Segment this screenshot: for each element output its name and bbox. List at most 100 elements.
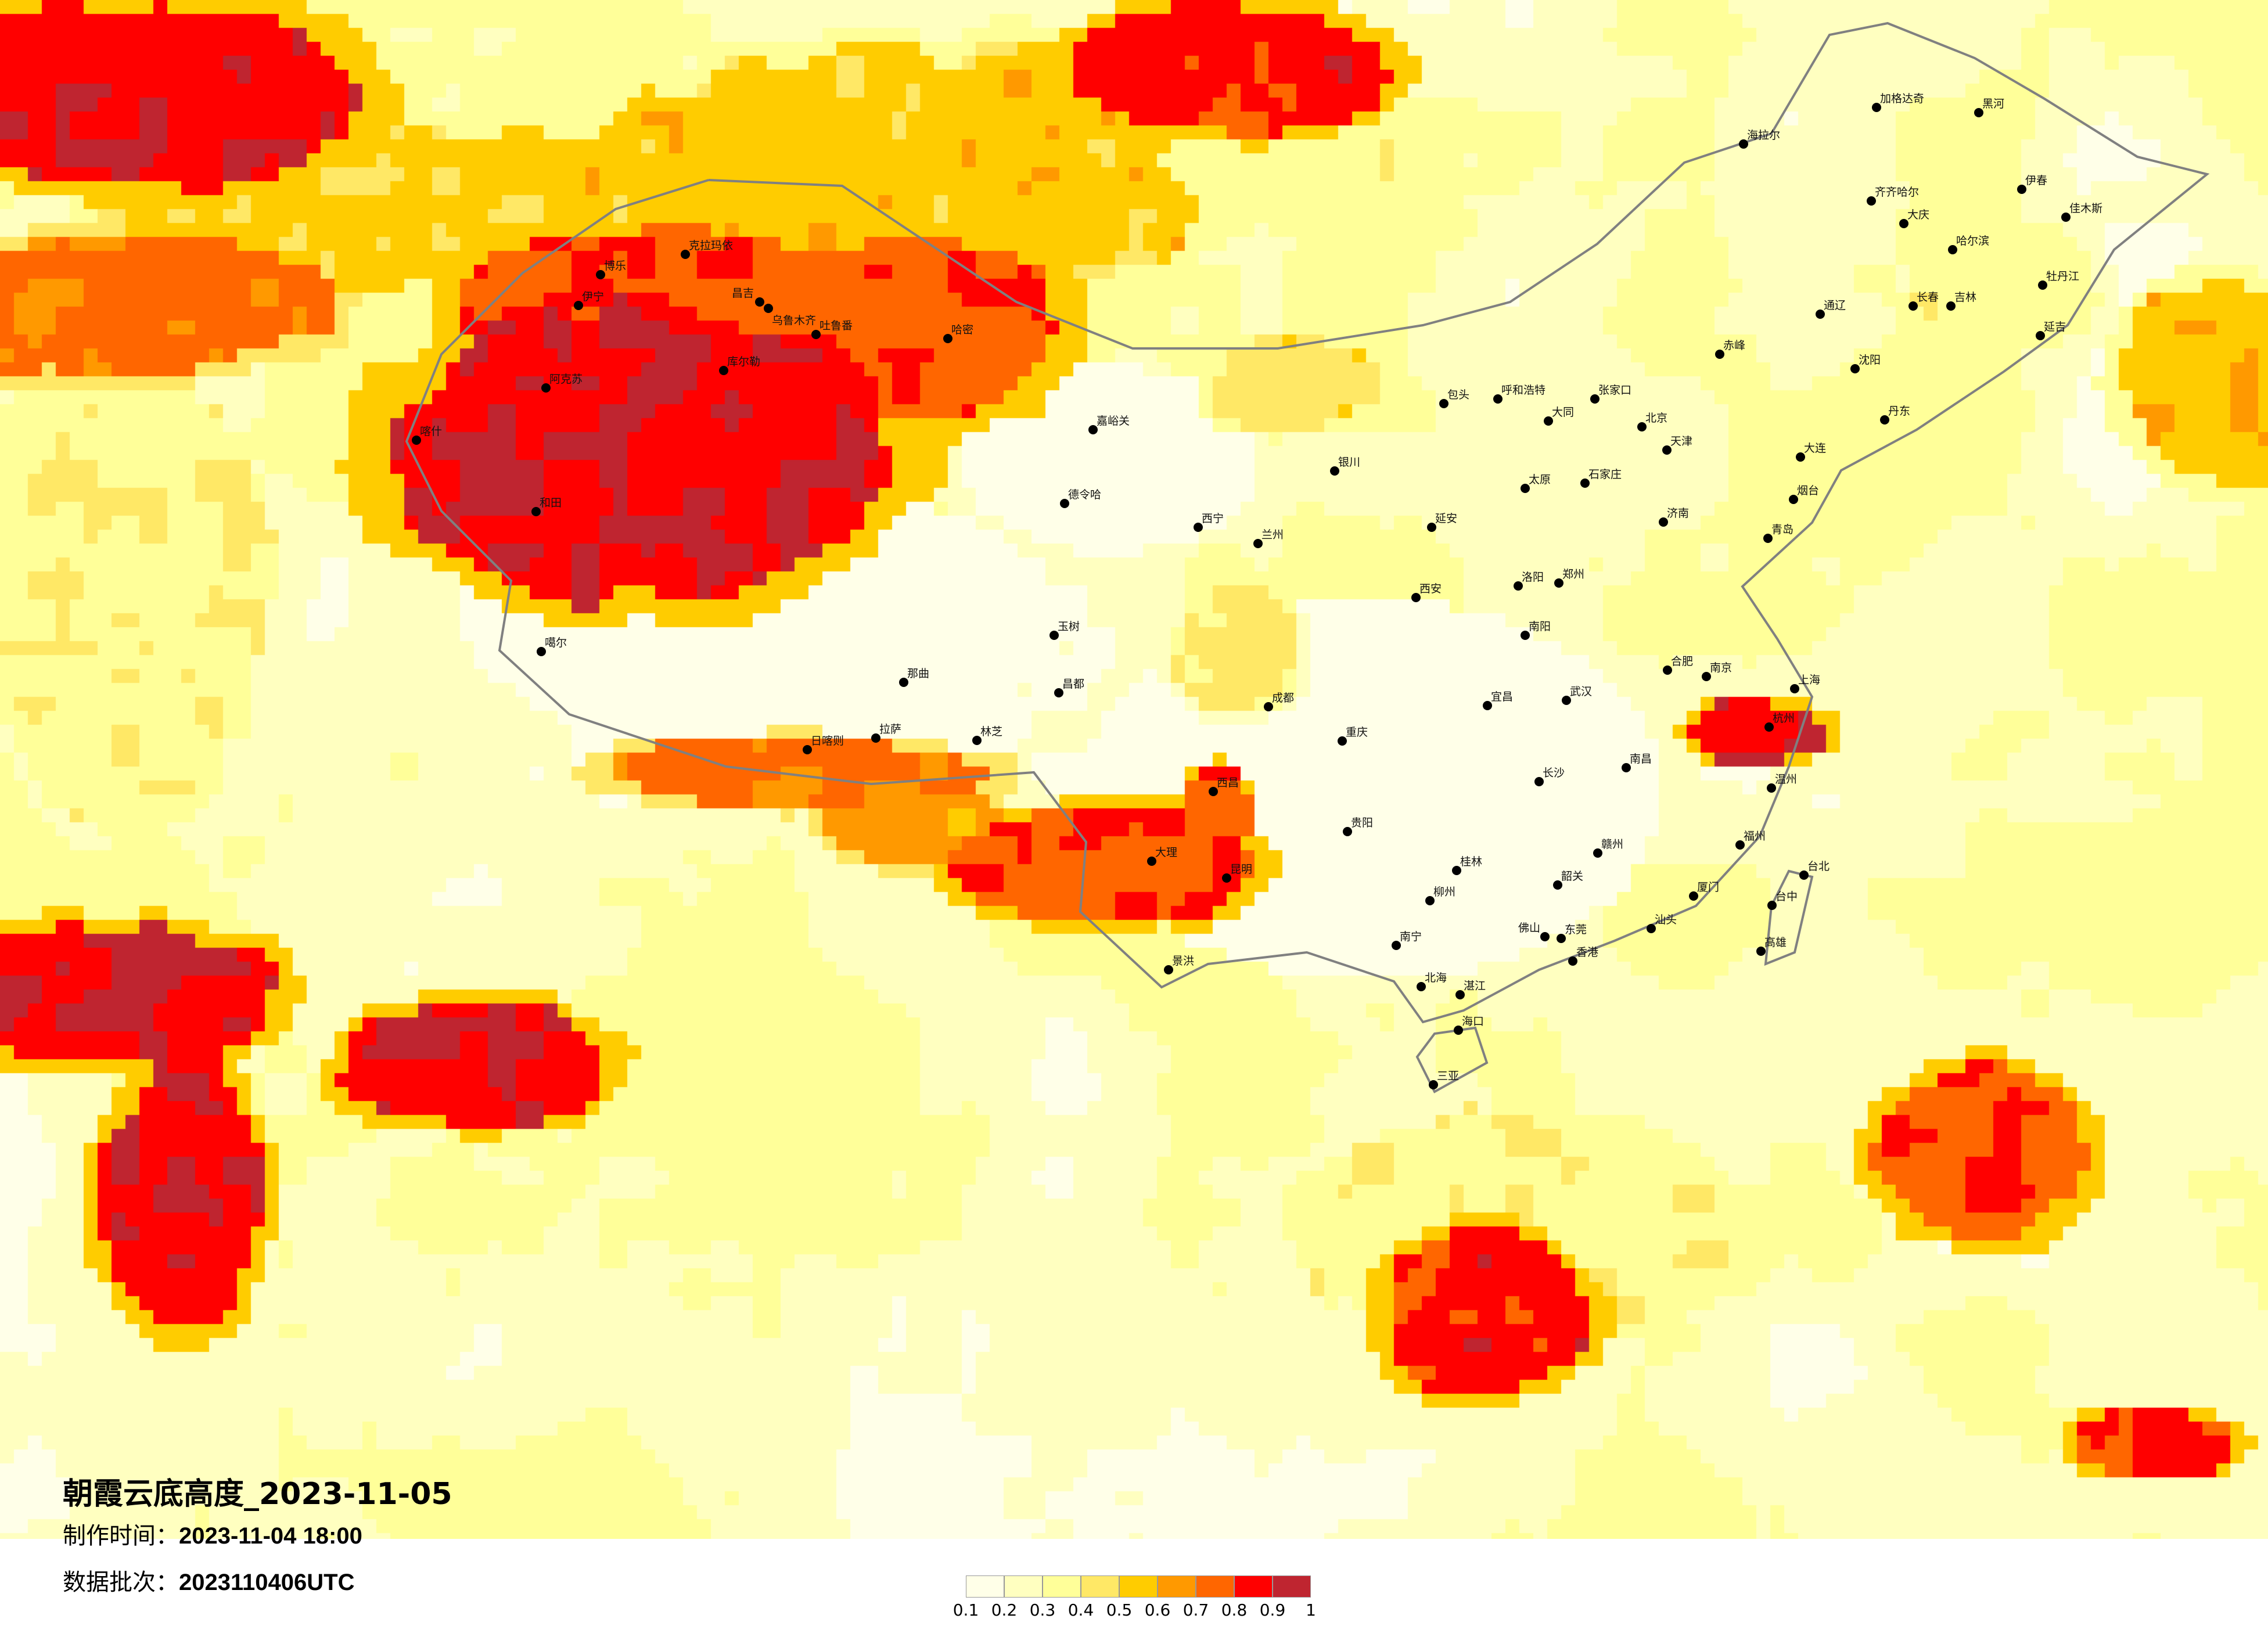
legend-swatch: [1158, 1575, 1196, 1598]
border-line: [1415, 1026, 1489, 1093]
city-label: 银川: [1338, 456, 1361, 469]
city-dot-icon: [1663, 665, 1672, 675]
city-dot-icon: [1867, 196, 1876, 206]
city-dot-icon: [1452, 866, 1461, 875]
city-dot-icon: [1689, 891, 1698, 901]
city-label: 北海: [1425, 972, 1447, 984]
city-label: 哈尔滨: [1956, 235, 1990, 247]
city-dot-icon: [764, 304, 773, 313]
city-dot-icon: [1147, 857, 1156, 866]
made-time-value: 2023-11-04 18:00: [179, 1523, 362, 1549]
city-dot-icon: [1880, 415, 1889, 425]
city-label: 牡丹江: [2046, 270, 2080, 283]
city-dot-icon: [719, 366, 728, 375]
city-label: 大连: [1804, 442, 1827, 455]
city-dot-icon: [1049, 631, 1059, 640]
city-dot-icon: [803, 745, 812, 754]
city-dot-icon: [2017, 185, 2026, 194]
city-label: 喀什: [420, 425, 443, 438]
city-label: 温州: [1775, 773, 1798, 786]
city-dot-icon: [1054, 688, 1063, 697]
legend-tick: 0.7: [1182, 1600, 1209, 1620]
city-label: 青岛: [1771, 523, 1794, 536]
city-label: 克拉玛依: [689, 239, 734, 252]
city-dot-icon: [1338, 736, 1347, 746]
city-label: 香港: [1576, 946, 1599, 959]
city-dot-icon: [1554, 578, 1563, 588]
city-dot-icon: [1767, 901, 1777, 910]
city-label: 佳木斯: [2069, 202, 2103, 215]
city-dot-icon: [1194, 523, 1203, 532]
legend-tick: 0.4: [1067, 1600, 1094, 1620]
city-label: 西昌: [1217, 776, 1239, 789]
city-label: 西宁: [1202, 512, 1224, 525]
city-label: 南昌: [1630, 753, 1652, 765]
city-dot-icon: [412, 436, 421, 445]
city-label: 延安: [1435, 512, 1458, 525]
legend-tick: 1: [1306, 1600, 1316, 1620]
city-dot-icon: [871, 733, 880, 743]
city-label: 北京: [1645, 412, 1668, 425]
cloud-base-height-map: 北京 天津 石家庄 太原 呼和浩特 包头 银川 兰州 西宁 西安 郑州 济南 青岛 南京 上海 杭州 合肥 武汉成…: [0, 0, 2268, 1539]
city-dot-icon: [1872, 103, 1881, 112]
city-label: 伊宁: [582, 290, 605, 303]
city-label: 黑河: [1982, 98, 2005, 110]
city-label: 厦门: [1697, 881, 1720, 894]
city-label: 延吉: [2044, 321, 2066, 333]
legend-tick: 0.8: [1221, 1600, 1248, 1620]
city-label: 大理: [1155, 846, 1178, 859]
city-label: 重庆: [1346, 726, 1368, 739]
city-label: 太原: [1529, 473, 1551, 486]
city-label: 合肥: [1671, 655, 1694, 668]
city-label: 长沙: [1543, 767, 1565, 779]
city-dot-icon: [1590, 394, 1600, 404]
city-label: 和田: [540, 497, 562, 509]
city-dot-icon: [1662, 445, 1672, 455]
city-dot-icon: [1850, 364, 1860, 373]
city-dot-icon: [1799, 870, 1809, 880]
city-label: 齐齐哈尔: [1875, 186, 1920, 199]
city-label: 东莞: [1565, 923, 1587, 936]
city-label: 乌鲁木齐: [772, 314, 817, 327]
city-label: 南阳: [1529, 620, 1551, 633]
city-label: 通辽: [1824, 299, 1846, 312]
city-dot-icon: [1790, 684, 1799, 693]
city-label: 高雄: [1764, 936, 1787, 949]
city-dot-icon: [1562, 696, 1571, 705]
city-label: 日喀则: [811, 735, 844, 747]
legend-tick: 0.2: [991, 1600, 1018, 1620]
city-dot-icon: [1796, 452, 1805, 462]
city-label: 台中: [1775, 890, 1798, 903]
city-dot-icon: [1568, 956, 1577, 966]
city-label: 玉树: [1058, 620, 1080, 633]
city-dot-icon: [1763, 534, 1773, 543]
city-label: 桂林: [1460, 855, 1483, 868]
city-dot-icon: [943, 334, 953, 343]
city-dot-icon: [681, 250, 690, 259]
data-batch-label: 数据批次：: [63, 1569, 179, 1596]
city-dot-icon: [1392, 941, 1401, 950]
city-dot-icon: [1514, 581, 1523, 591]
city-dot-icon: [1222, 873, 1231, 883]
city-label: 柳州: [1433, 886, 1456, 898]
city-dot-icon: [1544, 416, 1553, 426]
city-dot-icon: [1816, 310, 1825, 319]
city-label: 上海: [1798, 674, 1821, 686]
city-dot-icon: [2038, 280, 2047, 290]
city-dot-icon: [1411, 593, 1421, 602]
city-label: 南京: [1710, 661, 1733, 674]
city-label: 济南: [1667, 507, 1690, 520]
city-label: 海口: [1462, 1015, 1485, 1028]
city-dot-icon: [1637, 422, 1647, 431]
city-label: 烟台: [1797, 484, 1820, 497]
city-dot-icon: [1454, 1026, 1463, 1035]
city-dot-icon: [1622, 763, 1631, 772]
city-dot-icon: [1417, 982, 1426, 991]
city-dot-icon: [1702, 672, 1711, 681]
city-dot-icon: [1209, 787, 1218, 796]
city-label: 包头: [1447, 388, 1470, 401]
legend-swatch: [1004, 1575, 1043, 1598]
border-line: [405, 21, 2210, 1024]
city-label: 洛阳: [1522, 571, 1544, 584]
city-dot-icon: [1767, 783, 1776, 793]
